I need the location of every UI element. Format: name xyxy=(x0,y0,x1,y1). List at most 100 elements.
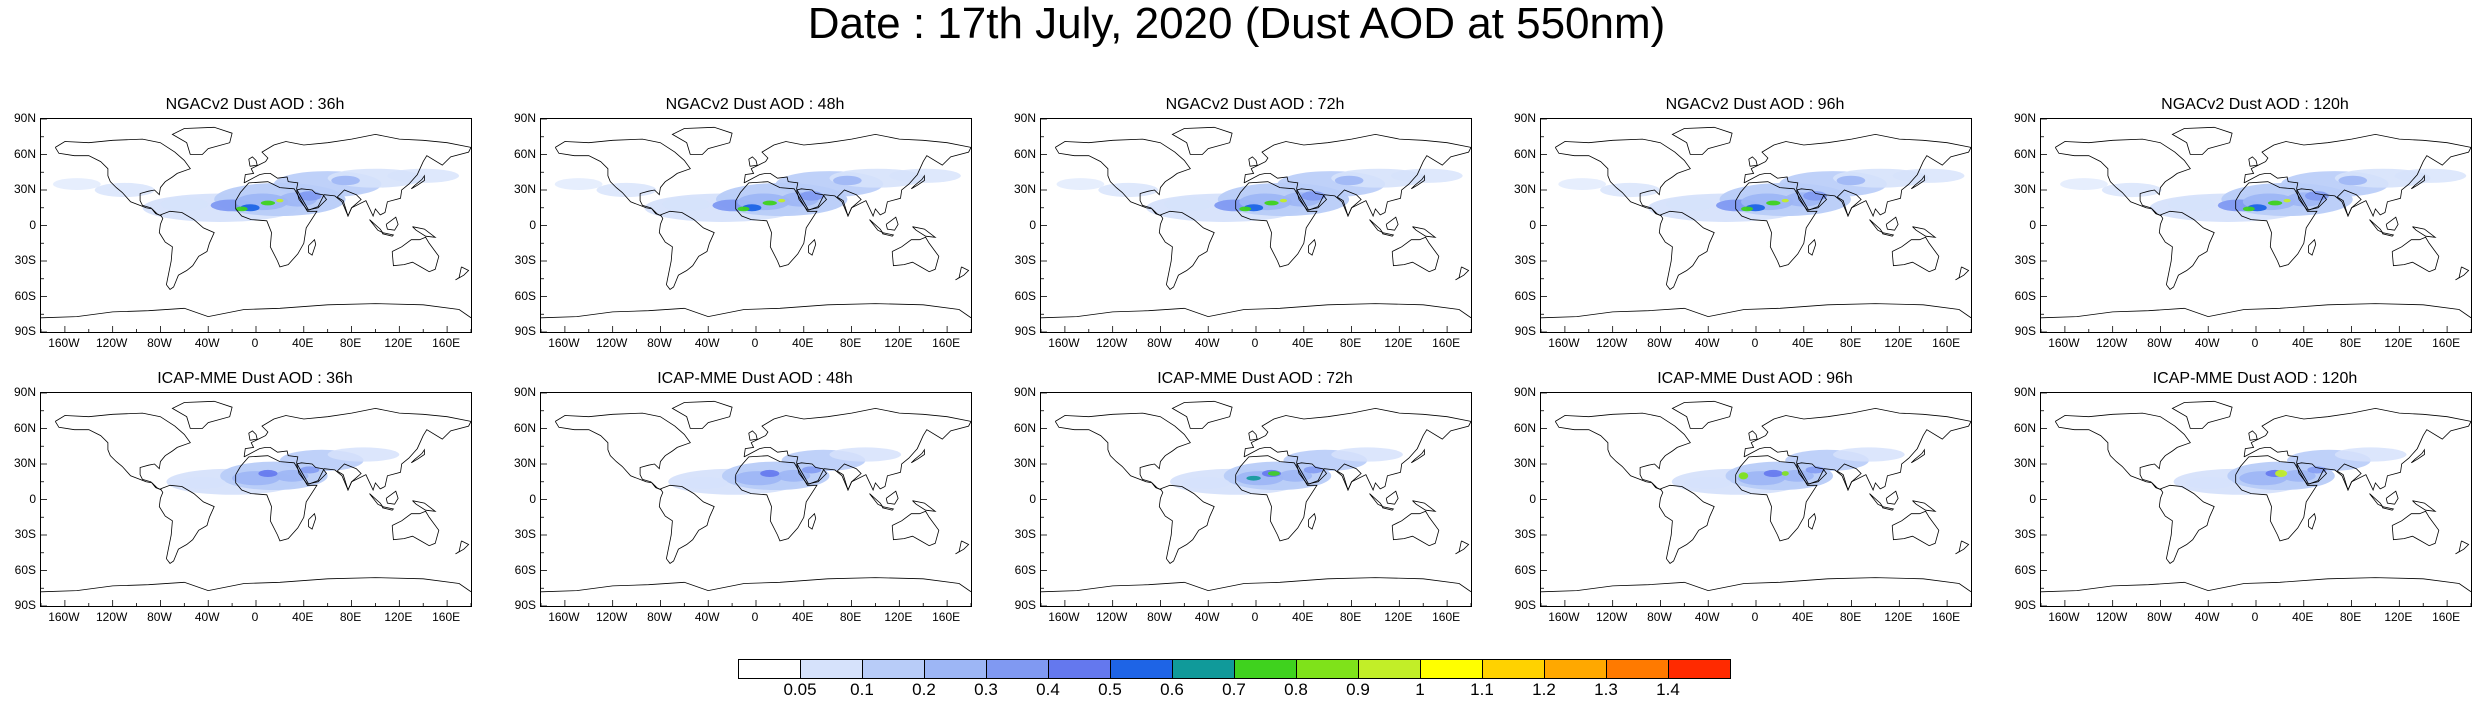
lon-tick-label: 0 xyxy=(1251,610,1259,624)
dust-aod-region xyxy=(1098,182,1159,198)
coastline-indonesia1 xyxy=(2369,219,2384,234)
colorbar-swatch xyxy=(1358,659,1421,679)
colorbar-swatch xyxy=(986,659,1049,679)
lat-tick-label: 90N xyxy=(1013,385,1036,399)
panel-title: NGACv2 Dust AOD : 96h xyxy=(1665,96,1845,113)
lon-tick-label: 160E xyxy=(432,336,461,350)
dust-aod-region xyxy=(801,466,822,474)
lon-tick-label: 0 xyxy=(2251,336,2259,350)
coastline-newguinea xyxy=(1412,226,1437,238)
lat-tick-label: 90N xyxy=(2013,111,2036,125)
dust-aod-region xyxy=(2267,200,2283,206)
coastline-newguinea xyxy=(912,226,937,238)
coastline-indonesia2 xyxy=(882,506,895,511)
lat-tick-label: 60N xyxy=(513,146,536,161)
dust-aod-region xyxy=(1741,206,1754,212)
coastline-borneo xyxy=(1385,490,1399,505)
lat-tick-label: 60S xyxy=(1514,562,1536,577)
lon-tick-label: 80E xyxy=(1839,336,1862,350)
lon-tick-label: 80W xyxy=(1647,336,1672,350)
lon-tick-label: 40E xyxy=(292,336,314,350)
dust-aod-region xyxy=(1181,477,1230,489)
coastline-uk xyxy=(1248,156,1258,167)
dust-aod-region xyxy=(2185,477,2234,489)
coastline-madagascar xyxy=(308,512,317,530)
coastline-indonesia1 xyxy=(2369,493,2384,508)
lon-tick-label: 40E xyxy=(292,610,314,624)
coastline-indonesia2 xyxy=(382,506,395,511)
coastline-borneo xyxy=(385,216,399,231)
map-svg xyxy=(2041,393,2471,606)
coastline-samerica xyxy=(1658,210,1715,290)
lat-tick-label: 0 xyxy=(529,491,536,506)
colorbar-swatch xyxy=(1544,659,1607,679)
main-title: Date : 17th July, 2020 (Dust AOD at 550n… xyxy=(807,0,1666,48)
coastline-nz xyxy=(1455,540,1470,555)
coastline-madagascar xyxy=(808,512,817,530)
coastline-japan xyxy=(911,448,925,464)
lon-tick-label: 120W xyxy=(1095,336,1128,350)
coastline-australia xyxy=(391,510,440,547)
lon-tick-label: 120E xyxy=(1384,336,1413,350)
map-svg xyxy=(541,393,971,606)
coastline-borneo xyxy=(2385,490,2399,505)
coastline-africa xyxy=(735,455,818,542)
coastline-antarctica xyxy=(541,577,971,593)
colorbar-swatch xyxy=(738,659,801,679)
lon-tick-label: 160E xyxy=(1932,336,1961,350)
lat-tick-label: 60S xyxy=(14,288,36,303)
coastline-arabia xyxy=(2296,462,2328,485)
coastline-greenland xyxy=(2171,126,2233,155)
panel-title: NGACv2 Dust AOD : 120h xyxy=(2161,96,2349,113)
lat-tick-label: 60S xyxy=(2014,288,2036,303)
coastline-uk xyxy=(2248,156,2258,167)
coastline-japan xyxy=(1411,174,1425,190)
map-frame xyxy=(1540,392,1972,607)
lat-tick-label: 30N xyxy=(513,456,536,470)
coastline-greenland xyxy=(671,126,733,155)
coastline-japan xyxy=(1911,448,1925,464)
colorbar-label: 0.4 xyxy=(1036,680,1060,699)
dust-aod-region xyxy=(833,175,862,186)
dust-aod-region xyxy=(1239,206,1252,212)
coastline-newguinea xyxy=(1912,226,1937,238)
lat-tick-label: 60N xyxy=(13,420,36,435)
colorbar-label: 0.6 xyxy=(1160,680,1184,699)
coastline-arabia xyxy=(2296,188,2328,211)
lon-tick-label: 160W xyxy=(1548,336,1580,350)
dust-aod-region xyxy=(235,206,248,212)
lon-tick-label: 40W xyxy=(194,610,220,624)
lon-tick-label: 40E xyxy=(2292,336,2314,350)
lat-tick-label: 60N xyxy=(2013,420,2036,435)
lon-tick-label: 160W xyxy=(1548,610,1580,624)
dust-aod-region xyxy=(178,477,227,489)
coastline-japan xyxy=(2411,174,2425,190)
coastline-madagascar xyxy=(308,238,317,256)
coastline-newguinea xyxy=(2412,226,2437,238)
lon-tick-label: 160W xyxy=(1048,336,1080,350)
coastline-newguinea xyxy=(412,226,437,238)
coastline-uk xyxy=(2248,430,2258,441)
coastline-nz xyxy=(955,266,970,281)
lon-tick-label: 40E xyxy=(1792,610,1814,624)
map-svg xyxy=(41,393,471,606)
coastline-borneo xyxy=(885,490,899,505)
coastline-indonesia1 xyxy=(1369,493,1384,508)
coastline-indonesia2 xyxy=(2382,232,2395,237)
lat-tick-label: 30N xyxy=(513,182,536,196)
dust-aod-region xyxy=(1279,198,1288,203)
coastline-namerica xyxy=(2054,412,2191,491)
lat-tick-label: 90S xyxy=(2014,324,2036,338)
coastline-greenland xyxy=(1171,400,1233,429)
lat-tick-label: 30N xyxy=(1513,456,1536,470)
lat-tick-label: 60S xyxy=(1014,288,1036,303)
coastline-greenland xyxy=(171,400,233,429)
colorbar-swatch xyxy=(1606,659,1669,679)
lat-tick-label: 30N xyxy=(1013,456,1036,470)
coastline-namerica xyxy=(2054,138,2191,217)
coastline-madagascar xyxy=(808,238,817,256)
lat-tick-label: 30S xyxy=(1514,527,1536,541)
lat-tick-label: 0 xyxy=(1029,217,1036,232)
coastline-borneo xyxy=(2385,216,2399,231)
colorbar-swatch xyxy=(862,659,925,679)
